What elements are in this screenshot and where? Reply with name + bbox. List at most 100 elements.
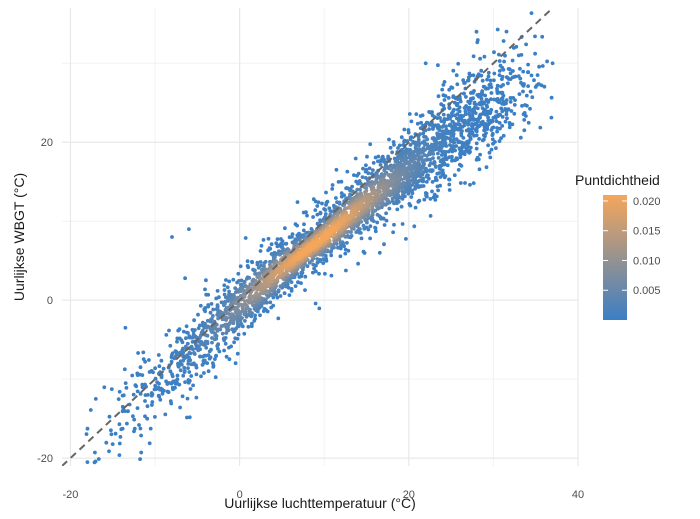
data-point: [440, 125, 445, 129]
data-point: [143, 359, 148, 364]
data-point: [391, 140, 396, 144]
data-point: [275, 237, 280, 242]
data-point: [203, 321, 207, 326]
data-point: [377, 250, 382, 255]
data-point: [361, 223, 366, 228]
data-point: [474, 29, 479, 34]
data-point: [421, 131, 426, 136]
data-point: [447, 136, 452, 141]
x-tick-label: -20: [63, 489, 79, 501]
data-point: [501, 39, 506, 43]
data-point: [242, 280, 247, 284]
data-point: [522, 128, 527, 133]
data-point: [500, 109, 505, 114]
data-point: [223, 341, 228, 346]
data-point: [210, 336, 214, 340]
x-tick-label: 20: [403, 489, 415, 501]
data-point: [457, 146, 462, 151]
data-point: [355, 173, 359, 178]
data-point: [205, 361, 210, 365]
data-point: [93, 459, 98, 464]
data-point: [391, 230, 395, 235]
data-point: [526, 62, 530, 67]
data-point: [535, 83, 539, 87]
data-point: [140, 373, 145, 377]
data-point: [253, 316, 257, 321]
data-point: [224, 354, 229, 359]
data-point: [463, 181, 467, 185]
data-point: [203, 287, 207, 292]
data-point: [262, 261, 267, 266]
data-point: [262, 306, 267, 311]
data-point: [528, 106, 532, 111]
data-point: [107, 414, 112, 419]
data-point: [512, 103, 517, 107]
data-point: [450, 111, 454, 115]
data-point: [181, 329, 186, 334]
data-point: [181, 373, 186, 378]
data-point: [412, 224, 417, 229]
data-point: [132, 426, 137, 431]
legend-break-label: 0.010: [633, 255, 661, 267]
data-point: [437, 128, 442, 133]
data-point: [475, 155, 480, 160]
data-point: [425, 137, 430, 142]
data-point: [497, 69, 502, 73]
data-point: [501, 67, 506, 72]
data-point: [93, 397, 98, 401]
data-point: [475, 40, 480, 45]
data-point: [459, 131, 464, 136]
data-point: [344, 268, 348, 273]
data-point: [321, 257, 326, 261]
data-point: [314, 269, 318, 274]
data-point: [458, 162, 462, 167]
data-point: [315, 240, 319, 245]
data-point: [211, 330, 215, 334]
data-point: [494, 146, 498, 151]
data-point: [175, 373, 180, 378]
data-point: [366, 171, 371, 176]
data-point: [523, 103, 527, 107]
data-point: [315, 257, 320, 261]
data-point: [450, 158, 455, 163]
data-point: [517, 92, 522, 96]
data-point: [121, 393, 126, 398]
data-point: [478, 56, 482, 61]
data-point: [462, 91, 466, 96]
data-point: [188, 351, 193, 356]
data-point: [492, 78, 496, 83]
data-point: [293, 256, 298, 261]
data-point: [175, 377, 180, 382]
data-point: [324, 203, 328, 207]
data-point: [342, 193, 346, 198]
data-point: [235, 351, 240, 356]
data-point: [213, 326, 218, 331]
data-point: [500, 77, 504, 81]
data-point: [448, 143, 452, 147]
data-point: [102, 385, 107, 390]
data-point: [216, 316, 221, 321]
data-point: [428, 157, 433, 162]
data-point: [484, 86, 488, 91]
data-point: [484, 165, 489, 170]
data-point: [399, 135, 404, 140]
data-point: [243, 236, 248, 240]
data-point: [486, 70, 491, 75]
data-point: [359, 236, 364, 241]
data-point: [507, 125, 512, 130]
data-point: [441, 112, 446, 117]
data-point: [181, 350, 186, 355]
data-point: [511, 46, 516, 50]
data-point: [303, 288, 307, 292]
data-point: [206, 304, 211, 309]
data-point: [185, 341, 190, 346]
x-axis-title: Uurlijkse luchttemperatuur (°C): [224, 495, 416, 511]
data-point: [349, 210, 354, 214]
data-point: [216, 327, 221, 332]
data-point: [187, 370, 192, 374]
data-point: [233, 336, 238, 341]
data-point: [236, 332, 241, 337]
data-point: [495, 126, 499, 130]
data-point: [338, 254, 343, 259]
